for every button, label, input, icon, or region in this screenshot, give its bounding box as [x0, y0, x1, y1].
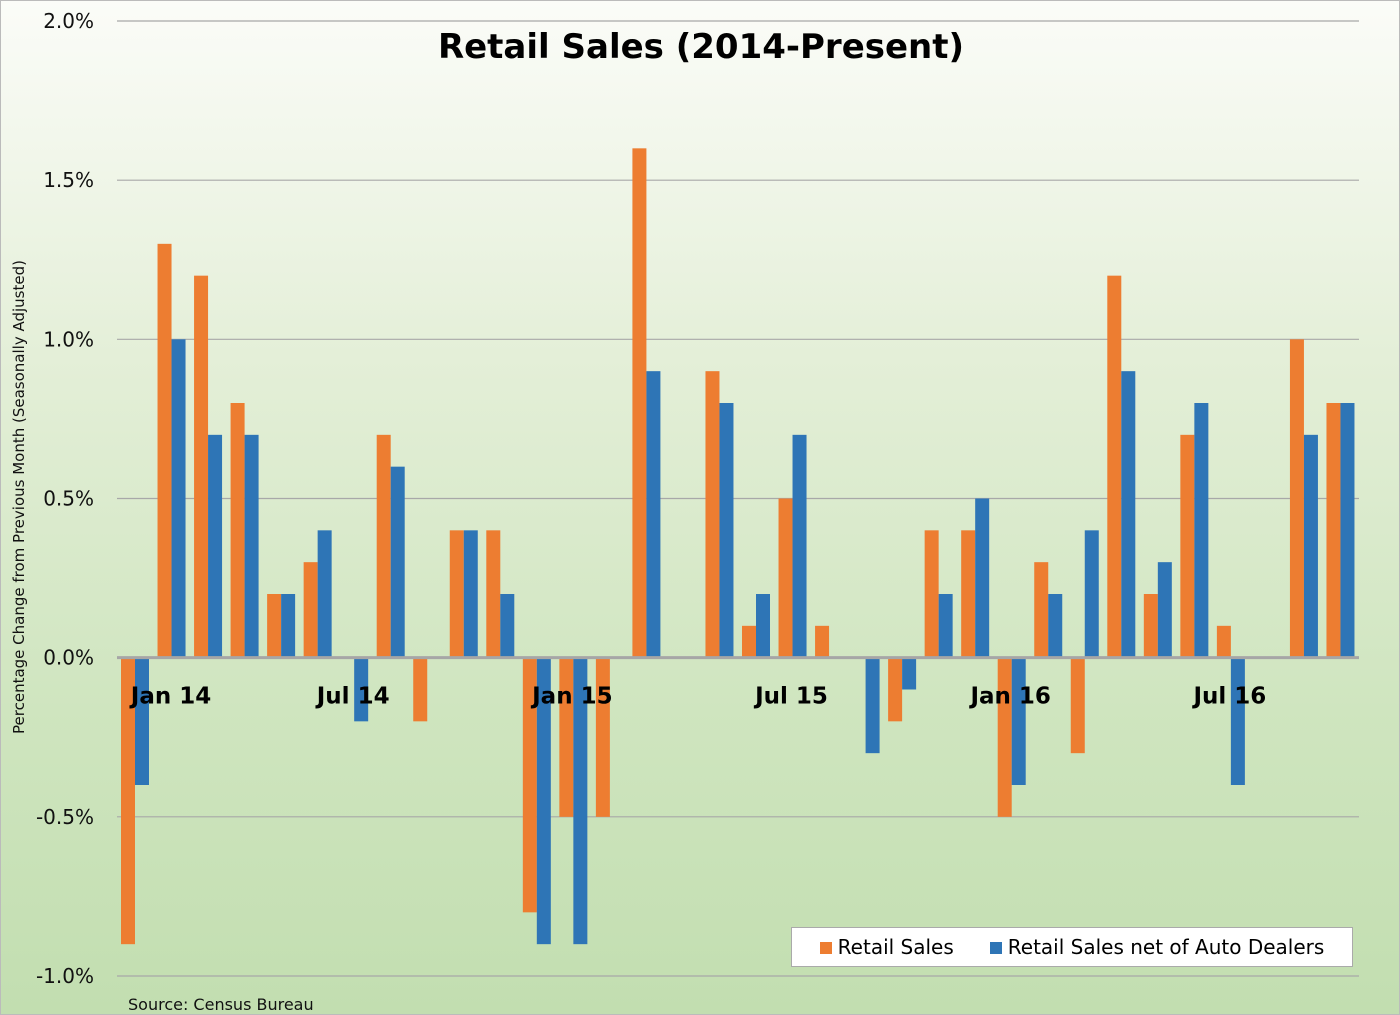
bar-retail-sales-jun-15 [742, 625, 756, 658]
y-tick-label: 0.0% [43, 646, 94, 670]
bar-retail-sales-net-auto-mar-15 [646, 371, 661, 658]
source-note: Source: Census Bureau [128, 995, 314, 1014]
x-tick-label: Jan 15 [530, 684, 612, 710]
bar-retail-sales-net-auto-jun-14 [317, 530, 332, 658]
bar-retail-sales-net-auto-mar-16 [1084, 530, 1099, 658]
bar-retail-sales-net-auto-sep-16 [1303, 434, 1318, 658]
bar-retail-sales-oct-16 [1326, 403, 1341, 658]
bar-retail-sales-net-auto-sep-15 [865, 657, 880, 754]
bar-retail-sales-net-auto-jul-16 [1230, 657, 1245, 785]
bar-retail-sales-net-auto-jun-16 [1194, 403, 1209, 658]
bar-retail-sales-nov-15 [924, 530, 939, 658]
y-tick-label: 1.0% [43, 327, 94, 351]
x-tick-label: Jul 15 [753, 684, 828, 710]
bar-retail-sales-net-auto-jun-15 [756, 594, 770, 658]
bar-retail-sales-net-auto-oct-15 [902, 657, 917, 690]
bar-retail-sales-may-14 [267, 594, 282, 658]
bar-retail-sales-net-auto-may-15 [719, 403, 734, 658]
bar-retail-sales-net-auto-dec-14 [536, 657, 551, 945]
legend: Retail Sales Retail Sales net of Auto De… [791, 927, 1353, 967]
bar-retail-sales-net-auto-oct-16 [1340, 403, 1355, 658]
bar-retail-sales-jan-14 [121, 657, 135, 945]
bar-retail-sales-net-auto-dec-15 [975, 498, 990, 658]
x-tick-label: Jul 16 [1191, 684, 1266, 710]
bar-retail-sales-aug-15 [815, 625, 830, 658]
bar-retail-sales-net-auto-feb-16 [1048, 594, 1063, 658]
bar-retail-sales-net-auto-mar-14 [208, 434, 223, 658]
y-axis-label: Percentage Change from Previous Month (S… [10, 260, 28, 734]
legend-item-retail-sales-net-auto: Retail Sales net of Auto Dealers [989, 935, 1325, 959]
bar-retail-sales-oct-15 [888, 657, 903, 722]
bar-retail-sales-may-15 [705, 371, 720, 658]
bar-retail-sales-net-auto-jan-15 [573, 657, 588, 945]
y-tick-label: -1.0% [36, 964, 94, 988]
x-tick-label: Jan 14 [129, 684, 211, 710]
bar-retail-sales-net-auto-nov-15 [938, 594, 953, 658]
bar-retail-sales-feb-15 [595, 657, 610, 817]
bar-retail-sales-jan-16 [997, 657, 1012, 817]
y-tick-label: 1.5% [43, 168, 94, 192]
y-tick-label: -0.5% [36, 805, 94, 829]
bar-retail-sales-mar-16 [1070, 657, 1085, 754]
legend-swatch [819, 942, 832, 954]
bar-retail-sales-dec-15 [961, 530, 976, 658]
bar-retail-sales-mar-14 [194, 275, 209, 658]
bar-retail-sales-feb-16 [1034, 562, 1049, 658]
bar-retail-sales-net-auto-feb-14 [171, 339, 186, 658]
bar-retail-sales-net-auto-oct-14 [463, 530, 478, 658]
legend-swatch [989, 942, 1002, 954]
legend-label: Retail Sales [837, 935, 954, 959]
bar-retail-sales-net-auto-jul-15 [792, 434, 807, 658]
legend-item-retail-sales: Retail Sales [819, 935, 954, 959]
chart-title: Retail Sales (2014-Present) [437, 27, 965, 67]
bar-retail-sales-net-auto-may-14 [281, 594, 296, 658]
x-tick-label: Jan 16 [968, 684, 1050, 710]
bar-retail-sales-dec-14 [522, 657, 537, 913]
bar-retail-sales-jan-15 [559, 657, 574, 817]
bar-retail-sales-net-auto-nov-14 [500, 594, 515, 658]
bar-retail-sales-net-auto-aug-14 [390, 466, 405, 658]
bar-retail-sales-net-auto-jul-14 [354, 657, 369, 722]
x-tick-label: Jul 14 [315, 684, 390, 710]
bar-retail-sales-jun-16 [1180, 434, 1195, 658]
bar-retail-sales-may-16 [1143, 594, 1158, 658]
bar-retail-sales-feb-14 [157, 243, 172, 658]
bar-retail-sales-sep-14 [413, 657, 428, 722]
bar-retail-sales-net-auto-apr-16 [1121, 371, 1136, 658]
bar-retail-sales-apr-14 [230, 403, 245, 658]
bar-retail-sales-net-auto-jan-16 [1011, 657, 1026, 785]
bar-retail-sales-net-auto-jan-14 [135, 657, 149, 785]
y-tick-label: 0.5% [43, 487, 94, 511]
bar-retail-sales-oct-14 [449, 530, 464, 658]
legend-label: Retail Sales net of Auto Dealers [1007, 935, 1325, 959]
bar-retail-sales-nov-14 [486, 530, 501, 658]
bar-retail-sales-aug-14 [376, 434, 391, 658]
bar-retail-sales-jul-15 [778, 498, 793, 658]
bar-retail-sales-net-auto-apr-14 [244, 434, 259, 658]
bar-retail-sales-mar-15 [632, 148, 647, 658]
bar-retail-sales-net-auto-may-16 [1157, 562, 1172, 658]
y-tick-label: 2.0% [43, 9, 94, 33]
bar-retail-sales-jun-14 [303, 562, 318, 658]
bar-retail-sales-apr-16 [1107, 275, 1122, 658]
bar-retail-sales-sep-16 [1289, 339, 1304, 658]
bar-retail-sales-jul-16 [1216, 625, 1231, 658]
